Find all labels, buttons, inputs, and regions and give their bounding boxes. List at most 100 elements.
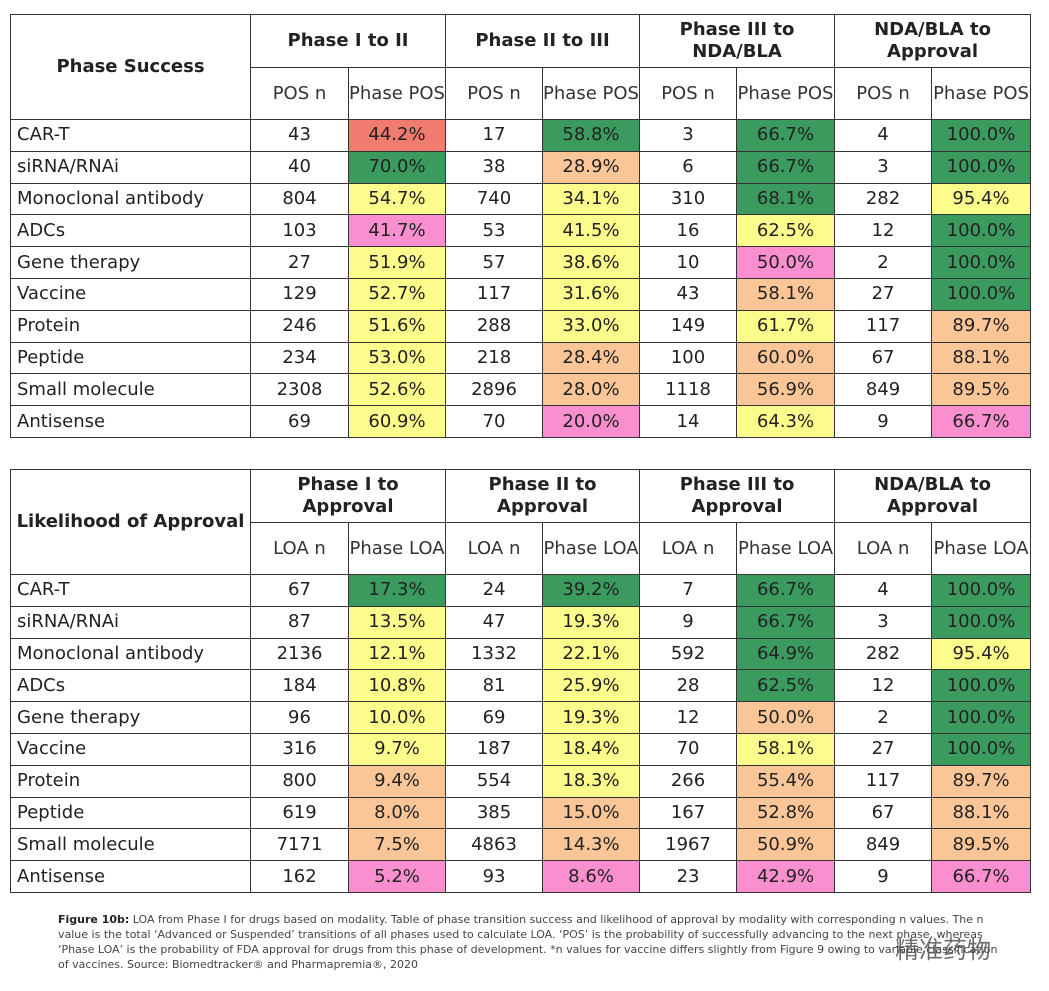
percent-cell: 51.9% <box>348 246 446 279</box>
header-row: Phase Success Phase I to II Phase II to II… <box>10 14 1032 120</box>
subheader-row: POS n Phase POS POS n Phase POS POS n Phase P… <box>11 67 1032 120</box>
percent-cell: 88.1% <box>931 796 1032 830</box>
n-cell: 96 <box>250 701 349 734</box>
row-label: Peptide <box>10 341 251 375</box>
n-cell: 117 <box>445 277 543 311</box>
subheader: LOA n <box>445 522 544 575</box>
header-row: Likelihood of Approval Phase I to Approva… <box>10 469 1032 575</box>
n-cell: 12 <box>834 669 933 703</box>
n-cell: 40 <box>250 150 349 184</box>
row-label: Protein <box>10 309 251 343</box>
data-row: Monoclonal antibody 2136 12.1% 1332 22.1% 592… <box>10 637 1032 671</box>
percent-cell: 58.8% <box>542 119 640 152</box>
percent-cell: 66.7% <box>735 119 836 152</box>
n-cell: 70 <box>445 405 543 438</box>
percent-cell: 95.4% <box>931 637 1032 671</box>
percent-cell: 62.5% <box>735 214 836 248</box>
n-cell: 67 <box>834 341 933 375</box>
n-cell: 47 <box>445 605 544 639</box>
n-cell: 14 <box>639 405 737 438</box>
n-cell: 27 <box>834 277 933 311</box>
n-cell: 28 <box>639 669 738 703</box>
subheader: Phase POS <box>735 67 836 120</box>
percent-cell: 19.3% <box>542 701 641 734</box>
data-row: CAR-T 43 44.2% 17 58.8% 3 66.7% 4 100.0% <box>10 119 1032 152</box>
n-cell: 43 <box>639 277 737 311</box>
n-cell: 9 <box>834 405 933 438</box>
percent-cell: 66.7% <box>931 405 1032 438</box>
data-row: siRNA/RNAi 40 70.0% 38 28.9% 6 66.7% 3 100.0% <box>10 150 1032 184</box>
row-label: ADCs <box>10 214 251 248</box>
percent-cell: 88.1% <box>931 341 1032 375</box>
n-cell: 282 <box>834 182 933 216</box>
n-cell: 23 <box>639 860 738 893</box>
data-row: Gene therapy 96 10.0% 69 19.3% 12 50.0% 2 100.0% <box>10 701 1032 734</box>
percent-cell: 52.7% <box>348 277 446 311</box>
n-cell: 9 <box>834 860 933 893</box>
percent-cell: 68.1% <box>735 182 836 216</box>
subheader: Phase POS <box>931 67 1032 120</box>
percent-cell: 100.0% <box>931 246 1032 279</box>
percent-cell: 18.4% <box>542 732 641 766</box>
percent-cell: 19.3% <box>542 605 641 639</box>
percent-cell: 100.0% <box>931 732 1032 766</box>
percent-cell: 5.2% <box>347 860 447 893</box>
subheader: Phase POS <box>348 67 446 120</box>
percent-cell: 9.7% <box>347 732 447 766</box>
row-label: Antisense <box>10 860 251 893</box>
percent-cell: 100.0% <box>931 119 1032 152</box>
data-row: ADCs 103 41.7% 53 41.5% 16 62.5% 12 100.0% <box>10 214 1032 248</box>
subheader: POS n <box>639 67 737 120</box>
n-cell: 67 <box>834 796 933 830</box>
group-header: Phase I to II <box>250 14 446 68</box>
percent-cell: 18.3% <box>542 764 641 798</box>
data-row: Vaccine 129 52.7% 117 31.6% 43 58.1% 27 100.0% <box>10 277 1032 311</box>
n-cell: 2308 <box>250 373 349 407</box>
data-row: Gene therapy 27 51.9% 57 38.6% 10 50.0% 2 100.0% <box>10 246 1032 279</box>
percent-cell: 13.5% <box>347 605 447 639</box>
percent-cell: 14.3% <box>542 828 641 862</box>
n-cell: 12 <box>834 214 933 248</box>
n-cell: 849 <box>834 828 933 862</box>
data-row: Antisense 69 60.9% 70 20.0% 14 64.3% 9 66.7% <box>10 405 1032 438</box>
subheader-row: LOA n Phase LOA LOA n Phase LOA LOA n Phase L… <box>11 522 1032 575</box>
n-cell: 184 <box>250 669 349 703</box>
subheader: LOA n <box>639 522 738 575</box>
percent-cell: 41.5% <box>542 214 640 248</box>
percent-cell: 60.9% <box>348 405 446 438</box>
n-cell: 218 <box>445 341 543 375</box>
n-cell: 87 <box>250 605 349 639</box>
n-cell: 9 <box>639 605 738 639</box>
percent-cell: 100.0% <box>931 150 1032 184</box>
percent-cell: 50.9% <box>736 828 836 862</box>
n-cell: 69 <box>250 405 349 438</box>
n-cell: 149 <box>639 309 737 343</box>
percent-cell: 42.9% <box>736 860 836 893</box>
n-cell: 3 <box>834 605 933 639</box>
n-cell: 3 <box>834 150 933 184</box>
n-cell: 3 <box>639 119 737 152</box>
group-header: NDA/BLA to Approval <box>834 469 1032 523</box>
percent-cell: 100.0% <box>931 701 1032 734</box>
group-header: Phase II to III <box>445 14 640 68</box>
row-label: Monoclonal antibody <box>10 637 251 671</box>
n-cell: 24 <box>445 574 544 607</box>
data-row: Monoclonal antibody 804 54.7% 740 34.1% 310 68… <box>10 182 1032 216</box>
n-cell: 800 <box>250 764 349 798</box>
percent-cell: 10.8% <box>347 669 447 703</box>
watermark: 精准药物 <box>895 936 991 964</box>
group-header: Phase III to Approval <box>639 469 836 523</box>
caption-text: LOA from Phase I for drugs based on moda… <box>58 913 998 971</box>
row-label: Vaccine <box>10 277 251 311</box>
data-row: Peptide 619 8.0% 385 15.0% 167 52.8% 67 88.1% <box>10 796 1032 830</box>
n-cell: 43 <box>250 119 349 152</box>
percent-cell: 28.0% <box>542 373 640 407</box>
percent-cell: 100.0% <box>931 574 1032 607</box>
group-header: Phase I to Approval <box>249 469 447 523</box>
n-cell: 740 <box>445 182 543 216</box>
n-cell: 234 <box>250 341 349 375</box>
n-cell: 849 <box>834 373 933 407</box>
percent-cell: 60.0% <box>735 341 836 375</box>
n-cell: 2 <box>834 246 933 279</box>
percent-cell: 22.1% <box>542 637 641 671</box>
